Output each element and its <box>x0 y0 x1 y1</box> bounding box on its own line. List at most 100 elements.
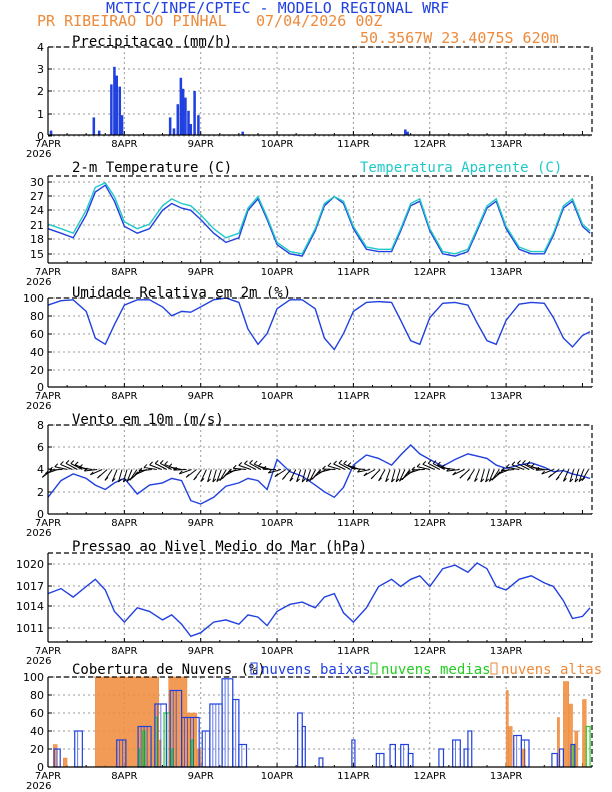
x-tick-label: 10APR <box>261 518 294 529</box>
wind-arrow-head <box>404 473 408 478</box>
x-tick-label: 11APR <box>337 267 370 278</box>
wind-arrow <box>200 469 207 482</box>
y-tick-label: 40 <box>30 346 44 359</box>
y-tick-label: 100 <box>23 292 44 305</box>
wind-arrow-head <box>54 463 59 468</box>
wind-arrow-head <box>104 476 109 481</box>
wind-arrow <box>268 469 282 474</box>
year-label: 2026 <box>26 277 51 288</box>
wind-arrow-head <box>282 476 286 480</box>
wind-arrow-head <box>474 478 478 482</box>
wind-arrow-head <box>311 475 316 480</box>
y-tick-label: 0 <box>37 761 44 774</box>
year-label: 2026 <box>26 528 51 539</box>
precip-bar <box>97 130 101 135</box>
year-label: 2026 <box>26 401 51 412</box>
wind-arrow-head <box>49 466 53 471</box>
x-tick-label: 11APR <box>337 139 370 150</box>
x-tick-label: 10APR <box>261 771 294 782</box>
wind-arrow-head <box>437 461 441 466</box>
legend-swatch <box>490 662 498 675</box>
panel-3: 0 20 40 60 80 100 7APR 8APR 9APR 10APR 11APR 12APR 1… <box>23 285 593 412</box>
panel-title: Umidade Relativa em 2m (%) <box>72 285 291 301</box>
legend-swatch <box>370 662 378 675</box>
wind-arrow-head <box>343 460 347 465</box>
cloud-bar <box>63 757 68 768</box>
wind-arrow-head <box>258 462 262 467</box>
wind-arrow-head <box>347 462 352 466</box>
x-tick-label: 13APR <box>490 139 523 150</box>
wind-arrow-head <box>530 463 535 468</box>
panel-title: Precipitacao (mm/h) <box>72 34 232 50</box>
wind-arrow-head <box>238 462 243 466</box>
wind-arrow-head <box>395 478 400 483</box>
cloud-bar <box>558 748 564 768</box>
series-line <box>47 444 591 505</box>
wind-arrow-head <box>289 477 294 482</box>
wind-arrow <box>317 469 331 474</box>
cloud-bar <box>505 690 509 768</box>
wind-arrow <box>306 469 312 482</box>
y-tick-label: 2 <box>37 486 44 499</box>
wind-arrow-head <box>548 474 552 478</box>
wind-arrow-head <box>79 464 83 468</box>
wind-arrow-head <box>164 461 169 465</box>
header-title: MCTIC/INPE/CPTEC - MODELO REGIONAL WRF <box>106 0 450 17</box>
precip-bar <box>241 131 244 135</box>
wind-arrow-head <box>207 478 211 483</box>
precip-bar <box>179 77 183 135</box>
wind-arrow-head <box>193 476 198 481</box>
wind-arrow-head <box>267 469 272 474</box>
wind-arrow-head <box>224 472 229 476</box>
precip-bar <box>115 75 118 135</box>
x-tick-label: 7APR <box>35 139 61 150</box>
x-tick-label: 13APR <box>490 267 523 278</box>
wind-arrow-head <box>517 460 521 464</box>
wind-arrow <box>522 462 535 470</box>
wind-arrow-head <box>467 477 471 481</box>
wind-arrow-head <box>244 460 248 465</box>
wind-arrow-head <box>581 477 586 481</box>
wind-arrow <box>65 462 78 470</box>
y-tick-label: 0 <box>37 130 44 143</box>
wind-arrow <box>501 469 515 472</box>
wind-arrow <box>427 462 440 470</box>
precip-bar <box>49 130 53 135</box>
x-tick-label: 12APR <box>413 518 446 529</box>
x-tick-label: 12APR <box>413 391 446 402</box>
wind-arrow-head <box>357 468 361 473</box>
y-tick-label: 1014 <box>16 600 44 613</box>
wind-arrow <box>228 469 242 473</box>
wind-arrow-head <box>89 471 94 476</box>
wind-arrow-head <box>173 466 177 471</box>
wind-arrow-head <box>526 461 531 465</box>
wind-arrow-head <box>351 465 356 469</box>
wind-arrow <box>207 469 212 483</box>
legend-swatch <box>250 662 258 675</box>
wind-arrow-head <box>60 461 64 465</box>
precip-bar <box>187 110 190 135</box>
wind-arrow <box>391 469 396 483</box>
wind-arrow <box>511 464 525 470</box>
precip-bar <box>193 91 196 135</box>
series-line <box>47 297 591 351</box>
cloud-bar <box>452 739 461 768</box>
y-tick-label: 0 <box>37 508 44 521</box>
wind-arrow-head <box>134 471 139 476</box>
x-tick-label: 10APR <box>261 391 294 402</box>
legend-apparent-temp: Temperatura Aparente (C) <box>360 160 562 176</box>
wind-arrow <box>574 469 580 483</box>
wind-arrow-head <box>111 478 116 482</box>
wind-arrow-head <box>391 478 395 483</box>
panel-1: 0 1 2 3 4 7APR 8APR 9APR 10APR 11APR 12APR 13APR 202… <box>26 34 593 160</box>
wind-arrow <box>333 463 346 470</box>
wind-arrow-head <box>574 478 579 483</box>
wind-arrow <box>60 463 73 470</box>
y-tick-label: 80 <box>30 689 44 702</box>
x-tick-label: 9APR <box>188 139 214 150</box>
wind-arrow-head <box>322 465 326 470</box>
wind-arrow <box>70 463 83 470</box>
cloud-bar <box>551 752 558 768</box>
wind-arrow-head <box>154 460 159 464</box>
